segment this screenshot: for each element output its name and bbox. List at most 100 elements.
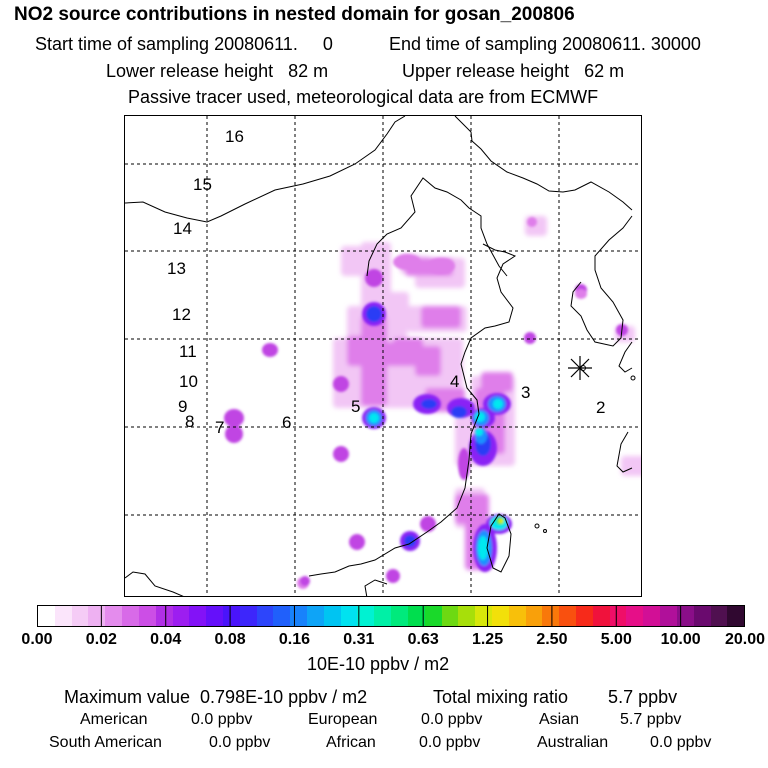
region-label: 3 [521, 383, 531, 402]
colorbar-dividers [100, 605, 682, 627]
region-label: 8 [185, 412, 195, 431]
colorbar-tick-label: 0.02 [85, 631, 117, 648]
region-label: 15 [193, 175, 212, 194]
colorbar-cell [105, 606, 123, 626]
colorbar-cell [491, 606, 509, 626]
colorbar-cell [458, 606, 476, 626]
colorbar-cell [592, 606, 610, 626]
coastlines [125, 116, 636, 596]
concentration-blob [475, 428, 483, 436]
colorbar-cell [256, 606, 274, 626]
concentration-blob [333, 446, 349, 462]
colorbar-tick-label: 2.50 [536, 631, 568, 648]
colorbar-cell [138, 606, 156, 626]
region-label: 16 [225, 127, 244, 146]
concentration-blob [524, 332, 536, 344]
colorbar-cell [542, 606, 560, 626]
region-label: 6 [282, 413, 292, 432]
colorbar-cell [122, 606, 139, 626]
colorbar-tick-label: 0.31 [343, 631, 375, 648]
colorbar-tick-label: 0.16 [278, 631, 311, 648]
region-label: 12 [172, 305, 191, 324]
colorbar-cell [189, 606, 207, 626]
colorbar-cell [172, 606, 190, 626]
concentration-blob [262, 343, 278, 357]
end-time-label: End time of sampling 20080611. 30000 [389, 34, 701, 54]
south-american-label: South American [49, 734, 162, 751]
colorbar-cell [525, 606, 543, 626]
colorbar-cell [307, 606, 324, 626]
concentration-blob [393, 254, 421, 270]
colorbar-cell [424, 606, 442, 626]
maximum-value: Maximum value 0.798E-10 ppbv / m2 [64, 687, 368, 707]
colorbar-cell [239, 606, 257, 626]
concentration-blob [404, 535, 416, 547]
colorbar-cell [222, 606, 240, 626]
concentration-blob [225, 425, 243, 443]
concentration-blob [475, 412, 485, 422]
colorbar-unit: 10E-10 ppbv / m2 [307, 654, 450, 674]
region-label: 11 [179, 342, 197, 361]
region-label: 10 [179, 372, 198, 391]
african-label: African [326, 734, 376, 751]
colorbar-tick-label: 0.08 [214, 631, 246, 648]
plot-title: NO2 source contributions in nested domai… [14, 4, 575, 25]
concentration-blob [224, 409, 244, 427]
concentration-blob [369, 413, 379, 423]
australian-value: 0.0 ppbv [650, 734, 712, 751]
colorbar-cell [693, 606, 711, 626]
colorbar-tick-label: 0.63 [407, 631, 439, 648]
colorbar-cell [626, 606, 644, 626]
colorbar-tick-label: 10.00 [660, 631, 701, 648]
colorbar-cell [273, 606, 291, 626]
colorbar-cell [340, 606, 358, 626]
colorbar-cell [374, 606, 392, 626]
concentration-blob [365, 269, 383, 287]
concentration-blob [421, 399, 437, 409]
grid-lines [125, 116, 641, 596]
colorbar-cell [559, 606, 576, 626]
colorbar-tick-label: 5.00 [600, 631, 632, 648]
concentration-blob [300, 576, 310, 586]
colorbar-cell [660, 606, 677, 626]
colorbar-tick-label: 0.04 [150, 631, 182, 648]
colorbar-cell [357, 606, 375, 626]
concentration-blob [451, 406, 467, 418]
american-value: 0.0 ppbv [191, 711, 253, 728]
colorbar-cell [609, 606, 627, 626]
total-mixing-ratio: Total mixing ratio 5.7 ppbv [433, 687, 678, 707]
upper-release-height: Upper release height 62 m [402, 61, 625, 81]
colorbar-cell [323, 606, 341, 626]
concentration-blob [349, 534, 365, 550]
light-plume-area [421, 306, 461, 328]
european-label: European [308, 711, 378, 728]
light-plume-area [455, 494, 489, 524]
concentration-blob [493, 399, 503, 409]
light-plume-area [347, 336, 387, 366]
colorbar-cell [206, 606, 223, 626]
region-label: 13 [167, 259, 186, 278]
colorbar-cell [407, 606, 425, 626]
colorbar-cell [710, 606, 728, 626]
concentration-blob [478, 536, 488, 560]
colorbar-cell [71, 606, 89, 626]
concentration-blob [366, 306, 382, 322]
colorbar-cell [441, 606, 459, 626]
region-label: 14 [173, 219, 192, 238]
lower-release-height: Lower release height 82 m [106, 61, 329, 81]
colorbar-tick-label: 20.00 [724, 631, 766, 648]
colorbar-cell [643, 606, 661, 626]
concentration-blob [333, 376, 349, 392]
colorbar-cell [727, 606, 745, 626]
diffuse-plume [333, 216, 641, 570]
region-label: 5 [351, 397, 361, 416]
receptor-star-icon [568, 356, 592, 380]
colorbar-cell [54, 606, 72, 626]
start-time-label: Start time of sampling 20080611. 0 [35, 34, 333, 54]
light-plume-area [415, 346, 441, 376]
colorbar-cell [576, 606, 593, 626]
colorbar-cell [155, 606, 173, 626]
colorbar-cell [38, 606, 55, 626]
european-value: 0.0 ppbv [421, 711, 483, 728]
light-plume-area [481, 372, 513, 392]
